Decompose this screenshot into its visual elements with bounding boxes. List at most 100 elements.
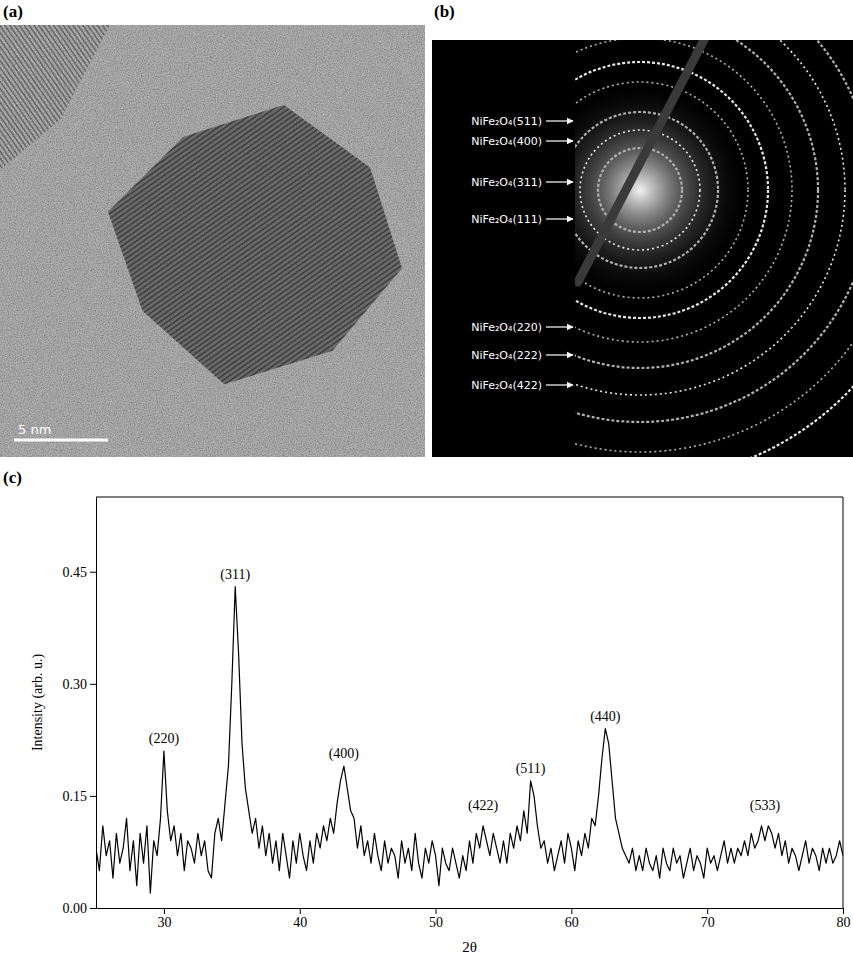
fringe (0, 0, 128, 341)
panel-label: (b) (434, 2, 455, 21)
diffraction-ring (575, 40, 845, 395)
fringe (0, 0, 220, 276)
fringe (0, 0, 441, 326)
scale-bar-label: 5 nm (18, 422, 51, 437)
panel-label: (a) (3, 2, 23, 21)
tick: 70 (701, 908, 715, 930)
tick-label: 0.15 (63, 789, 88, 804)
fringe (9, 68, 500, 412)
fringe (0, 0, 404, 274)
fringe (0, 0, 157, 320)
fringe (7, 64, 498, 408)
fringe (0, 0, 102, 359)
saed-background (432, 40, 853, 457)
fringe (4, 61, 495, 405)
fringe (38, 0, 325, 203)
ring-label: NiFe₂O₄(311) (471, 176, 542, 189)
fringe (0, 0, 125, 343)
panel-label: (c) (3, 468, 22, 487)
tick-label: 50 (429, 915, 443, 930)
ring-arrow (546, 181, 573, 182)
fringe (0, 0, 378, 237)
ring-label: NiFe₂O₄(111) (471, 213, 542, 226)
peak-label: (311) (220, 567, 250, 583)
fringe (0, 0, 167, 313)
fringe (12, 71, 503, 415)
fringe (0, 0, 134, 336)
fringe (0, 0, 193, 295)
fringe (0, 0, 92, 366)
diffraction-ring (575, 40, 853, 422)
fringe (0, 0, 154, 322)
fringe (0, 0, 138, 334)
fringe (2, 58, 493, 402)
ring-label: NiFe₂O₄(222) (471, 349, 542, 362)
diffraction-ring (575, 40, 853, 457)
ring-label: NiFe₂O₄(511) (471, 115, 542, 128)
fringe (0, 0, 438, 323)
frame (843, 497, 844, 908)
fringe (0, 0, 174, 309)
ring-arrow (546, 120, 573, 121)
fringe (0, 0, 239, 263)
fringe (0, 0, 412, 285)
tick: 0.00 (63, 901, 97, 916)
fringe (0, 0, 184, 302)
fringe (0, 0, 121, 345)
tick-label: 40 (293, 915, 307, 930)
diffraction-ring (575, 40, 853, 452)
fringe (0, 0, 190, 297)
fringe (0, 0, 282, 233)
fringe (0, 0, 69, 382)
fringe (0, 0, 392, 257)
tick-mark (300, 908, 301, 914)
fringe (0, 0, 98, 361)
tick-mark (90, 572, 96, 573)
fringe (0, 0, 197, 292)
fringe (18, 0, 305, 217)
tick-label: 80 (837, 915, 851, 930)
ring-label: NiFe₂O₄(400) (471, 135, 542, 148)
fringe (0, 54, 491, 398)
tick-label: 0.45 (63, 565, 88, 580)
tick: 0.30 (63, 677, 97, 692)
y-axis-title: Intensity (arb. u.) (30, 654, 46, 752)
x-axis-title: 2θ (462, 939, 477, 955)
fringe (0, 0, 216, 279)
annotations: (220)(311)(400)(422)(511)(440)(533) (149, 567, 781, 815)
ring-arrow (546, 140, 573, 141)
xrd-line (96, 587, 843, 893)
axis-line (96, 498, 97, 909)
fringe (28, 0, 315, 210)
tick: 30 (157, 908, 171, 930)
fringe (0, 0, 95, 364)
fringe (0, 0, 180, 304)
fringe (0, 0, 359, 209)
fringe (0, 0, 89, 368)
ring-arrow (546, 354, 573, 355)
tick-label: 0.30 (63, 677, 88, 692)
fringe (0, 0, 200, 290)
tick-mark (843, 908, 844, 914)
peak-label: (511) (516, 761, 546, 777)
fringe (0, 0, 118, 348)
fringe (31, 0, 318, 208)
tick-mark (164, 908, 165, 914)
fringe (0, 0, 246, 258)
fringe (0, 0, 115, 350)
diffraction-ring (575, 40, 818, 368)
fringe (0, 0, 375, 233)
tick: 0.15 (63, 789, 97, 804)
fringe (0, 0, 187, 299)
fringe (0, 0, 243, 260)
fringe (0, 0, 397, 264)
lattice-fringes (0, 0, 324, 384)
fringe (5, 0, 292, 226)
plot-area (96, 587, 843, 893)
fringe (0, 0, 421, 299)
tick-mark (436, 908, 437, 914)
fringe (0, 0, 170, 311)
fringe (0, 0, 108, 354)
fringe (0, 0, 151, 325)
fringe (0, 0, 164, 315)
